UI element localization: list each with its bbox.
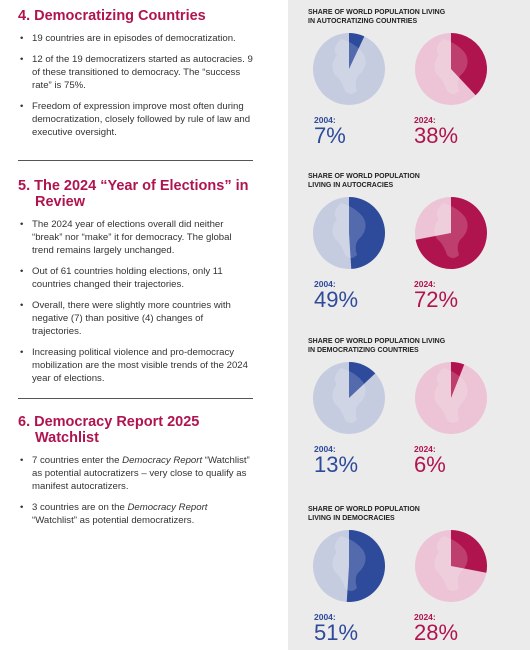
panel-title-line: SHARE OF WORLD POPULATION LIVING (308, 9, 446, 16)
section-title: 4. Democratizing Countries (18, 8, 255, 24)
share-value: 38% (414, 123, 459, 148)
bullet-text: 19 countries are in episodes of democrat… (32, 33, 236, 44)
share-wedge (349, 362, 376, 398)
bullet: 7 countries enter the Democracy Report “… (18, 454, 254, 493)
panel-title: SHARE OF WORLD POPULATION LIVING IN DEMOC… (308, 505, 420, 523)
bullet: 19 countries are in episodes of democrat… (18, 32, 254, 45)
year-label: 2024: (414, 612, 436, 622)
share-value: 49% (314, 287, 359, 312)
share-value: 72% (414, 287, 459, 312)
bullet: Overall, there were slightly more countr… (18, 299, 254, 338)
bullet-text: The 2024 year of elections overall did n… (32, 219, 232, 256)
share-wedge (451, 362, 465, 398)
continent (434, 536, 468, 591)
bullet-text: Overall, there were slightly more countr… (32, 300, 231, 337)
globe (313, 362, 385, 434)
panel-title: SHARE OF WORLD POPULATION LIVING IN DEMOC… (308, 337, 445, 355)
share-wedge (451, 33, 487, 96)
section-title-text: The 2024 “Year of Elections” in Review (34, 178, 249, 210)
section-number: 5. (18, 178, 31, 194)
continent (332, 536, 366, 591)
bullet-text: “Watchlist” as potential autocratizers –… (32, 455, 250, 492)
bullet: Increasing political violence and pro-de… (18, 346, 254, 385)
bullet-text: 12 of the 19 democratizers started as au… (32, 54, 253, 91)
panel-title: SHARE OF WORLD POPULATION LIVING IN AUTOC… (308, 8, 445, 26)
share-value: 7% (314, 123, 346, 148)
share-wedge (349, 33, 365, 69)
section-title-text: Democratizing Countries (34, 8, 206, 24)
continent (434, 203, 468, 258)
bullet-text: Democracy Report (127, 502, 208, 513)
section: 6. Democracy Report 2025 Watchlist 7 coun… (18, 414, 254, 535)
globe (313, 197, 385, 269)
globe (313, 33, 385, 105)
year-label: 2004: (314, 279, 336, 289)
year-label: 2004: (314, 444, 336, 454)
bullet: 12 of the 19 democratizers started as au… (18, 53, 254, 92)
panel-title-line: IN DEMOCRATIZING COUNTRIES (308, 347, 419, 354)
globe (415, 197, 487, 269)
bullet: 3 countries are on the Democracy Report … (18, 501, 254, 527)
section-number: 4. (18, 8, 31, 24)
bullet-text: Out of 61 countries holding elections, o… (32, 266, 223, 290)
bullet-text: Democracy Report (122, 455, 203, 466)
panel-title-line: SHARE OF WORLD POPULATION (308, 173, 420, 180)
bullet-text: 7 countries enter the (32, 455, 123, 466)
share-wedge (346, 530, 386, 602)
stats-panel: SHARE OF WORLD POPULATION LIVING IN AUTOC… (288, 0, 530, 650)
section-number: 6. (18, 414, 31, 430)
globe (415, 33, 487, 105)
bullet-text: 3 countries are on the (32, 502, 128, 513)
continent (332, 203, 366, 258)
year-label: 2024: (414, 279, 436, 289)
panel-title-line: IN AUTOCRATIZING COUNTRIES (308, 18, 418, 25)
continent (332, 39, 366, 94)
separator (18, 160, 253, 161)
panel-title-line: LIVING IN AUTOCRACIES (308, 182, 394, 189)
share-value: 6% (414, 452, 446, 477)
panel-title: SHARE OF WORLD POPULATION LIVING IN AUTOC… (308, 172, 420, 190)
continent (434, 39, 468, 94)
share-value: 13% (314, 452, 359, 477)
bullet-text: Freedom of expression improve most often… (32, 101, 251, 138)
continent (434, 368, 468, 423)
continent (332, 368, 366, 423)
share-value: 28% (414, 620, 459, 645)
bullet-text: Increasing political violence and pro-de… (32, 347, 248, 384)
globe (415, 362, 487, 434)
separator (18, 398, 253, 399)
year-label: 2024: (414, 115, 436, 125)
bullet: The 2024 year of elections overall did n… (18, 218, 254, 257)
section-title-text: Democracy Report 2025 Watchlist (34, 414, 200, 446)
globe (313, 530, 386, 602)
panel-title-line: SHARE OF WORLD POPULATION (308, 506, 420, 513)
bullet-text: “Watchlist” as potential democratizers. (32, 515, 195, 526)
section: 5. The 2024 “Year of Elections” in Revie… (18, 178, 254, 393)
share-wedge (451, 530, 487, 573)
globe (415, 530, 487, 602)
share-wedge (349, 197, 385, 269)
panel-title-line: SHARE OF WORLD POPULATION LIVING (308, 338, 446, 345)
section-title: 5. The 2024 “Year of Elections” in Revie… (18, 178, 255, 210)
section: 4. Democratizing Countries 19 countries a… (18, 8, 254, 147)
year-label: 2024: (414, 444, 436, 454)
section-title: 6. Democracy Report 2025 Watchlist (18, 414, 255, 446)
panel-title-line: LIVING IN DEMOCRACIES (308, 515, 395, 522)
bullet: Freedom of expression improve most often… (18, 100, 254, 139)
share-wedge (415, 197, 487, 269)
share-value: 51% (314, 620, 359, 645)
bullet: Out of 61 countries holding elections, o… (18, 265, 254, 291)
year-label: 2004: (314, 612, 336, 622)
year-label: 2004: (314, 115, 336, 125)
